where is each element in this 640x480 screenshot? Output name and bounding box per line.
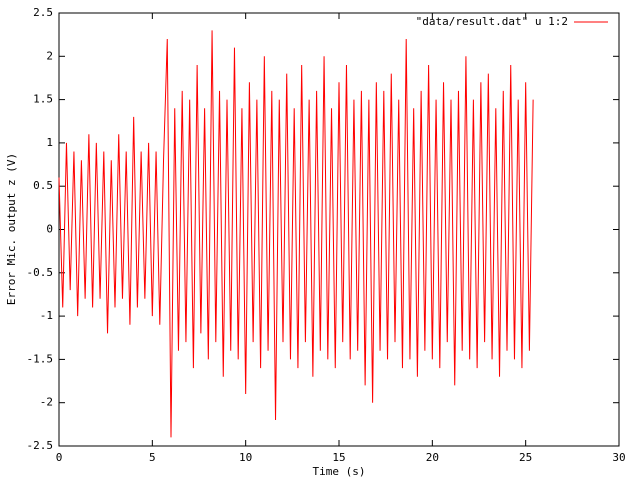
y-tick-label: -2.5 (27, 439, 54, 452)
y-tick-label: -1 (40, 309, 53, 322)
x-tick-label: 20 (426, 451, 439, 464)
x-tick-label: 25 (519, 451, 532, 464)
y-tick-label: 1 (46, 136, 53, 149)
y-tick-label: 0.5 (33, 179, 53, 192)
y-tick-label: 2.5 (33, 6, 53, 19)
data-line (58, 30, 534, 438)
y-tick-label: -2 (40, 396, 53, 409)
y-tick-label: 1.5 (33, 93, 53, 106)
y-axis-label: Error Mic. output z (V) (5, 153, 18, 305)
y-tick-label: -1.5 (27, 352, 54, 365)
x-tick-label: 0 (56, 451, 63, 464)
legend-label: "data/result.dat" u 1:2 (416, 15, 568, 28)
x-tick-label: 30 (612, 451, 625, 464)
y-tick-label: 0 (46, 223, 53, 236)
y-tick-label: -0.5 (27, 266, 54, 279)
y-tick-label: 2 (46, 49, 53, 62)
x-axis-label: Time (s) (313, 465, 366, 478)
x-tick-label: 5 (149, 451, 156, 464)
x-tick-label: 10 (239, 451, 252, 464)
x-tick-label: 15 (332, 451, 345, 464)
